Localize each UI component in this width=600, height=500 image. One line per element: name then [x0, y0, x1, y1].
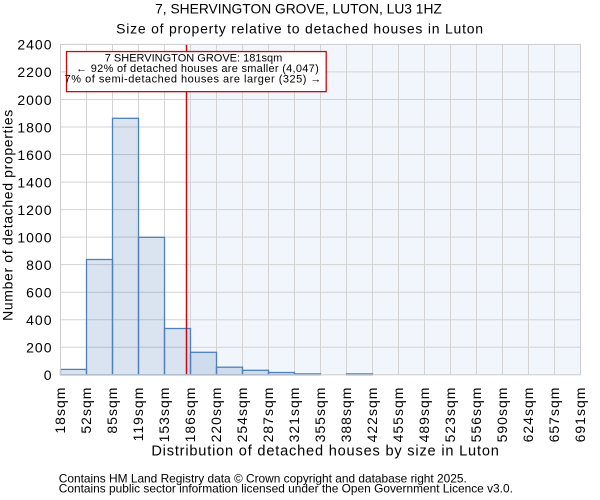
- svg-text:52sqm: 52sqm: [78, 387, 94, 434]
- svg-text:18sqm: 18sqm: [52, 387, 68, 434]
- svg-text:1000: 1000: [17, 229, 52, 245]
- svg-text:1400: 1400: [17, 174, 52, 190]
- svg-text:1800: 1800: [17, 119, 52, 135]
- svg-text:355sqm: 355sqm: [312, 387, 328, 443]
- svg-text:600: 600: [26, 285, 52, 301]
- svg-text:7 SHERVINGTON GROVE: 181sqm: 7 SHERVINGTON GROVE: 181sqm: [105, 53, 282, 65]
- svg-text:Number of detached properties: Number of detached properties: [0, 109, 15, 321]
- svg-text:← 92% of detached houses are s: ← 92% of detached houses are smaller (4,…: [76, 63, 319, 75]
- svg-text:85sqm: 85sqm: [104, 387, 120, 434]
- svg-text:7% of semi-detached houses are: 7% of semi-detached houses are larger (3…: [65, 73, 322, 85]
- svg-text:1600: 1600: [17, 147, 52, 163]
- svg-text:800: 800: [26, 257, 52, 273]
- svg-text:1200: 1200: [17, 202, 52, 218]
- svg-text:523sqm: 523sqm: [442, 387, 458, 443]
- svg-text:153sqm: 153sqm: [156, 387, 172, 443]
- svg-text:Size of property relative to d: Size of property relative to detached ho…: [116, 21, 484, 37]
- svg-text:2000: 2000: [17, 92, 52, 108]
- svg-text:220sqm: 220sqm: [208, 387, 224, 443]
- svg-text:400: 400: [26, 312, 52, 328]
- svg-text:0: 0: [44, 367, 53, 383]
- svg-text:2400: 2400: [17, 37, 52, 53]
- svg-text:186sqm: 186sqm: [182, 387, 198, 443]
- svg-text:590sqm: 590sqm: [494, 387, 510, 443]
- svg-text:200: 200: [26, 340, 52, 356]
- svg-text:691sqm: 691sqm: [572, 387, 588, 443]
- svg-text:7, SHERVINGTON GROVE, LUTON, L: 7, SHERVINGTON GROVE, LUTON, LU3 1HZ: [155, 2, 442, 17]
- svg-text:Distribution of detached house: Distribution of detached houses by size …: [151, 444, 499, 460]
- svg-text:254sqm: 254sqm: [234, 387, 250, 443]
- svg-text:119sqm: 119sqm: [130, 387, 146, 442]
- svg-text:388sqm: 388sqm: [338, 387, 354, 443]
- svg-text:624sqm: 624sqm: [520, 387, 536, 443]
- svg-text:422sqm: 422sqm: [364, 387, 380, 443]
- svg-text:455sqm: 455sqm: [390, 387, 406, 443]
- svg-text:321sqm: 321sqm: [286, 387, 302, 443]
- svg-text:489sqm: 489sqm: [416, 387, 432, 443]
- svg-text:Contains HM Land Registry data: Contains HM Land Registry data © Crown c…: [59, 472, 467, 486]
- svg-text:657sqm: 657sqm: [546, 387, 562, 443]
- svg-text:2200: 2200: [17, 64, 52, 80]
- svg-text:556sqm: 556sqm: [468, 387, 484, 443]
- svg-text:287sqm: 287sqm: [260, 387, 276, 443]
- svg-text:Contains public sector informa: Contains public sector information licen…: [59, 482, 513, 496]
